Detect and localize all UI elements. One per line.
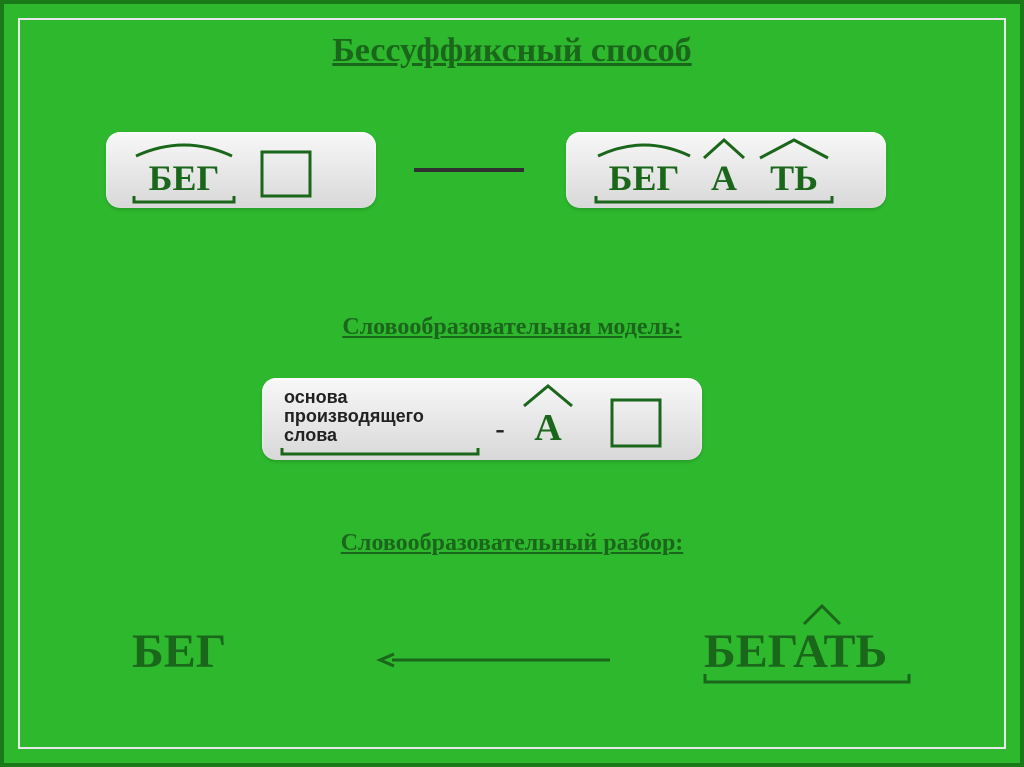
- bottom-word-right: БЕГАТЬ: [704, 624, 887, 679]
- page-title: Бессуффиксный способ: [4, 32, 1020, 70]
- subtitle-model: Словообразовательная модель:: [4, 314, 1020, 341]
- bw-suffix: А: [793, 625, 823, 678]
- svg-text:А: А: [534, 407, 562, 449]
- svg-text:А: А: [711, 158, 737, 198]
- base-bracket-icon: [702, 672, 912, 686]
- connector-line: [414, 168, 524, 172]
- model-diagram: - А: [262, 378, 702, 460]
- suffix-roof-icon: [800, 602, 844, 626]
- svg-text:ТЬ: ТЬ: [770, 158, 818, 198]
- bottom-word-left: БЕГ: [132, 624, 226, 679]
- svg-text:БЕГ: БЕГ: [149, 158, 220, 198]
- svg-text:БЕГ: БЕГ: [609, 158, 680, 198]
- bw-root: БЕГ: [704, 625, 793, 678]
- morpheme-diagram-right: БЕГ А ТЬ: [566, 132, 886, 208]
- svg-text:-: -: [495, 414, 504, 445]
- card-left: БЕГ: [106, 132, 376, 208]
- card-right: БЕГ А ТЬ: [566, 132, 886, 208]
- morpheme-diagram-left: БЕГ: [106, 132, 376, 208]
- bw-end: ТЬ: [824, 625, 888, 678]
- subtitle-analysis: Словообразовательный разбор:: [4, 530, 1020, 557]
- arrow-left-icon: [374, 652, 614, 668]
- card-model: основа производящего слова - А: [262, 378, 702, 460]
